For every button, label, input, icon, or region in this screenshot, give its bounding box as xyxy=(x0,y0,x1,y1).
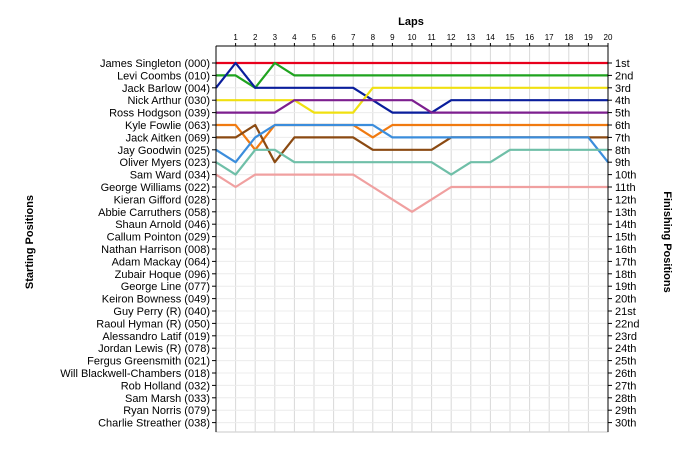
driver-label: Sam Marsh (033) xyxy=(125,393,210,405)
series-lines xyxy=(215,61,609,213)
finish-label: 26th xyxy=(615,368,636,380)
finish-label: 9th xyxy=(615,157,630,169)
driver-label: Alessandro Latif (019) xyxy=(102,331,210,343)
finish-label: 23rd xyxy=(615,331,637,343)
finish-label: 20th xyxy=(615,294,636,306)
finish-label: 11th xyxy=(615,182,636,194)
lap-tick-label: 15 xyxy=(506,33,515,42)
driver-label: Fergus Greensmith (021) xyxy=(87,356,210,368)
finish-label: 27th xyxy=(615,380,636,392)
lap-tick-label: 13 xyxy=(466,33,475,42)
lap-tick-label: 8 xyxy=(371,33,376,42)
lap-tick-label: 16 xyxy=(525,33,534,42)
finish-label: 15th xyxy=(615,232,636,244)
driver-label: Raoul Hyman (R) (050) xyxy=(96,318,210,330)
lap-tick-label: 3 xyxy=(273,33,278,42)
lap-tick-label: 1 xyxy=(233,33,238,42)
finish-label: 6th xyxy=(615,120,630,132)
lap-tick-label: 4 xyxy=(292,33,297,42)
driver-label: George Line (077) xyxy=(121,281,210,293)
left-axis-title: Starting Positions xyxy=(24,195,36,289)
driver-label: Jordan Lewis (R) (078) xyxy=(98,343,210,355)
driver-label: Oliver Myers (023) xyxy=(120,157,210,169)
driver-label: Levi Coombs (010) xyxy=(117,70,210,82)
series-line xyxy=(215,173,608,213)
driver-label: Kieran Gifford (028) xyxy=(114,194,210,206)
driver-label: Abbie Carruthers (058) xyxy=(98,207,210,219)
driver-label: Ross Hodgson (039) xyxy=(109,108,210,120)
series-line xyxy=(216,99,608,114)
driver-label: Jack Aitken (069) xyxy=(126,132,210,144)
finish-label: 24th xyxy=(615,343,636,355)
driver-label: Ryan Norris (079) xyxy=(123,405,210,417)
series-line xyxy=(215,123,609,164)
finish-label: 10th xyxy=(615,170,636,182)
lap-tick-label: 2 xyxy=(253,33,258,42)
finish-label: 18th xyxy=(615,269,636,281)
finish-label: 2nd xyxy=(615,70,633,82)
x-axis-title: Laps xyxy=(398,16,424,28)
lap-tick-label: 12 xyxy=(447,33,456,42)
driver-label: Nathan Harrison (008) xyxy=(101,244,210,256)
finish-label: 8th xyxy=(615,145,630,157)
finish-label: 4th xyxy=(615,95,630,107)
finish-label: 29th xyxy=(615,405,636,417)
series-line xyxy=(215,61,608,114)
driver-label: Zubair Hoque (096) xyxy=(115,269,210,281)
finish-label: 3rd xyxy=(615,83,631,95)
driver-label: Guy Perry (R) (040) xyxy=(113,306,210,318)
driver-label: James Singleton (000) xyxy=(100,58,210,70)
lap-tick-label: 7 xyxy=(351,33,356,42)
lap-tick-label: 17 xyxy=(545,33,554,42)
driver-label: Charlie Streather (038) xyxy=(98,418,210,430)
lap-tick-label: 18 xyxy=(564,33,573,42)
lap-tick-label: 14 xyxy=(486,33,495,42)
driver-label: Sam Ward (034) xyxy=(130,170,210,182)
series-line xyxy=(215,148,608,176)
lap-tick-label: 10 xyxy=(408,33,417,42)
lap-tick-label: 11 xyxy=(427,33,436,42)
driver-label: Adam Mackay (064) xyxy=(112,256,210,268)
driver-label: Keiron Bowness (049) xyxy=(102,294,210,306)
finish-label: 17th xyxy=(615,256,636,268)
lap-tick-label: 5 xyxy=(312,33,317,42)
axes: Laps Starting Positions Finishing Positi… xyxy=(24,16,673,432)
driver-label: Jay Goodwin (025) xyxy=(118,145,210,157)
right-axis-title: Finishing Positions xyxy=(661,191,673,292)
finish-label: 25th xyxy=(615,356,636,368)
finish-label: 1st xyxy=(615,58,630,70)
finish-label: 16th xyxy=(615,244,636,256)
driver-label: Shaun Arnold (046) xyxy=(115,219,210,231)
driver-label: Jack Barlow (004) xyxy=(122,83,210,95)
finish-label: 7th xyxy=(615,132,630,144)
lap-tick-label: 20 xyxy=(604,33,613,42)
driver-label: Callum Pointon (029) xyxy=(107,232,210,244)
series-line xyxy=(216,86,608,114)
lap-tick-label: 9 xyxy=(390,33,395,42)
finish-label: 5th xyxy=(615,108,630,120)
finish-label: 30th xyxy=(615,418,636,430)
finish-label: 22nd xyxy=(615,318,639,330)
finish-label: 28th xyxy=(615,393,636,405)
driver-label: Will Blackwell-Chambers (018) xyxy=(60,368,210,380)
driver-label: Nick Arthur (030) xyxy=(127,95,210,107)
finish-label: 14th xyxy=(615,219,636,231)
driver-label: Rob Holland (032) xyxy=(121,380,210,392)
finish-label: 12th xyxy=(615,194,636,206)
grid xyxy=(215,45,609,433)
finish-label: 21st xyxy=(615,306,636,318)
driver-label: George Williams (022) xyxy=(101,182,210,194)
finish-label: 19th xyxy=(615,281,636,293)
series-line xyxy=(216,61,608,89)
finish-label: 13th xyxy=(615,207,636,219)
lap-tick-label: 6 xyxy=(331,33,336,42)
lap-tick-label: 19 xyxy=(584,33,593,42)
driver-label: Kyle Fowlie (063) xyxy=(125,120,210,132)
